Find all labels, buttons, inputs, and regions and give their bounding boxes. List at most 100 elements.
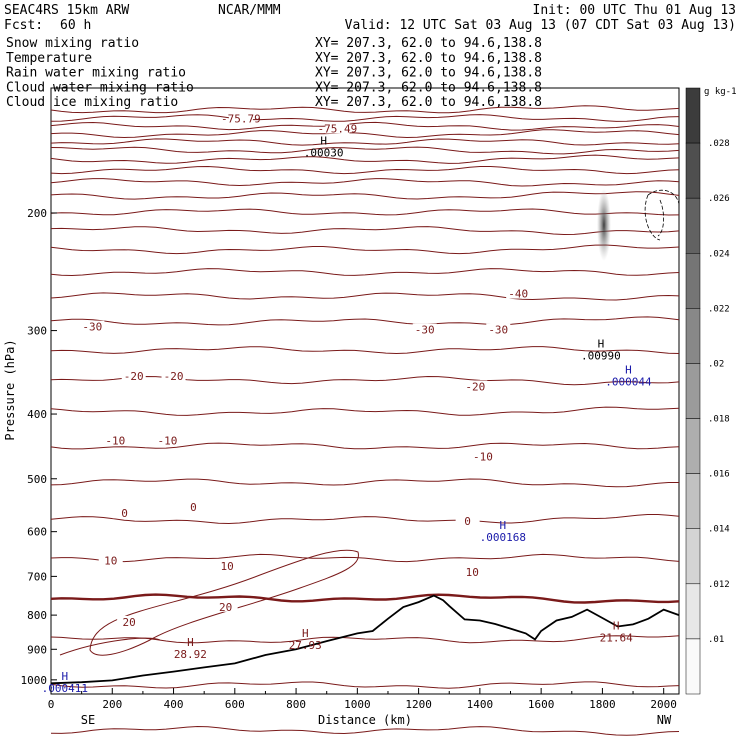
colorbar-label: .016 [708, 470, 730, 480]
label-bg [80, 320, 105, 332]
contour-label: -10 [473, 451, 493, 464]
label-bg [463, 380, 488, 392]
x-axis-label: Distance (km) [318, 713, 412, 727]
high-value: .000411 [42, 682, 88, 695]
x-axis: 0 200 400 600 800 1000 1200 1400 1600 1800 2000 [48, 688, 677, 711]
colorbar-label: .028 [708, 139, 730, 149]
y-tick-label: 900 [27, 643, 47, 656]
isotherm [50, 226, 680, 236]
plot-frame [50, 87, 680, 695]
forecast-label: Fcst: [4, 18, 43, 33]
temperature-contours [50, 105, 680, 736]
colorbar-label: .018 [708, 415, 730, 425]
contour-label: -30 [488, 324, 508, 337]
isotherm [50, 514, 680, 525]
colorbar-segment [685, 638, 701, 695]
colorbar-segment [685, 528, 701, 585]
high-symbol: H [500, 519, 507, 532]
label-bg [506, 287, 531, 299]
high-symbol: H [61, 670, 68, 683]
x-end-label-left: SE [81, 713, 95, 727]
colorbar-label: .012 [708, 580, 730, 590]
warm-contour [59, 637, 161, 656]
isotherm [50, 129, 680, 139]
label-bg [455, 514, 480, 526]
high-symbol: H [598, 337, 605, 350]
colorbar-segment [685, 583, 701, 640]
colorbar-label: .014 [708, 525, 730, 535]
isotherm [50, 442, 680, 450]
isotherm [50, 346, 680, 355]
high-symbol: H [187, 636, 194, 649]
high-value: .00030 [304, 147, 344, 160]
field-xy: XY= 207.3, 62.0 to 94.6,138.8 [315, 36, 542, 51]
contour-label: -75.49 [318, 123, 358, 136]
contour-label: 10 [466, 566, 479, 579]
valid-time: Valid: 12 UTC Sat 03 Aug 13 (07 CDT Sat … [345, 18, 736, 33]
label-bg [98, 554, 123, 566]
init-time: Init: 00 UTC Thu 01 Aug 13 [533, 3, 737, 18]
label-bg [181, 500, 206, 512]
y-tick-label: 400 [27, 408, 47, 421]
high-value: 27.93 [289, 639, 322, 652]
colorbar-label: .02 [708, 359, 724, 369]
isotherm [50, 165, 680, 175]
label-bg [155, 434, 180, 446]
isotherm [50, 138, 680, 146]
high-value: 21.64 [600, 631, 633, 644]
x-tick-label: 800 [286, 698, 306, 711]
colorbar-segment [685, 473, 701, 529]
colorbar-segment [685, 253, 701, 309]
colorbar-unit: g kg-1 [704, 87, 737, 97]
isotherm [50, 105, 680, 114]
plot-area: -30 -30 -30 -40 -20 -20 -20 -10 -10 -10 0 0 0 10 10 10 2… [42, 87, 680, 736]
colorbar-segment [685, 308, 701, 364]
label-bg [486, 323, 511, 335]
center-title: NCAR/MMM [218, 3, 281, 18]
contour-labels: -30 -30 -30 -40 -20 -20 -20 -10 -10 -10 0 0 0 10 10 10 2… [80, 112, 531, 629]
field-label: Temperature [6, 51, 92, 66]
y-tick-label: 600 [27, 526, 47, 539]
colorbar-label: .024 [708, 249, 730, 259]
field-legend: Snow mixing ratio XY= 207.3, 62.0 to 94.6… [6, 36, 542, 110]
label-bg [103, 434, 128, 446]
x-tick-label: 1000 [344, 698, 371, 711]
snow-mixing-ratio [596, 189, 680, 261]
isotherm [50, 146, 680, 155]
x-end-label-right: NW [657, 713, 672, 727]
colorbar-segment [685, 87, 701, 144]
isotherm [50, 114, 680, 122]
isotherm [50, 478, 679, 488]
field-xy: XY= 207.3, 62.0 to 94.6,138.8 [315, 95, 542, 110]
isotherm [50, 725, 680, 736]
isotherm [50, 121, 680, 131]
colorbar-segment [685, 142, 701, 199]
x-tick-label: 600 [225, 698, 245, 711]
x-tick-label: 200 [102, 698, 122, 711]
label-bg [325, 122, 350, 134]
label-bg [470, 450, 495, 462]
contour-label: 0 [190, 501, 197, 514]
contour-label: 0 [464, 515, 471, 528]
isotherm [50, 178, 680, 187]
isotherm [50, 268, 680, 277]
isotherm [50, 406, 680, 416]
high-value: 28.92 [174, 648, 207, 661]
colorbar-label: .01 [708, 635, 724, 645]
colorbar-label: .022 [708, 304, 730, 314]
ice-contour [644, 189, 680, 241]
contour-label: 20 [219, 601, 232, 614]
contour-label: 0 [121, 507, 128, 520]
field-xy: XY= 207.3, 62.0 to 94.6,138.8 [315, 66, 542, 81]
field-label: Snow mixing ratio [6, 36, 139, 51]
isotherm [50, 316, 680, 326]
x-tick-label: 1200 [405, 698, 432, 711]
contour-label: -10 [105, 435, 125, 448]
field-xy: XY= 207.3, 62.0 to 94.6,138.8 [315, 51, 542, 66]
contour-label: -75.79 [221, 113, 261, 126]
isotherm [50, 375, 680, 386]
isotherm [50, 635, 680, 644]
contour-label: -10 [157, 435, 177, 448]
high-symbol: H [625, 364, 632, 377]
contour-label: -30 [415, 324, 435, 337]
